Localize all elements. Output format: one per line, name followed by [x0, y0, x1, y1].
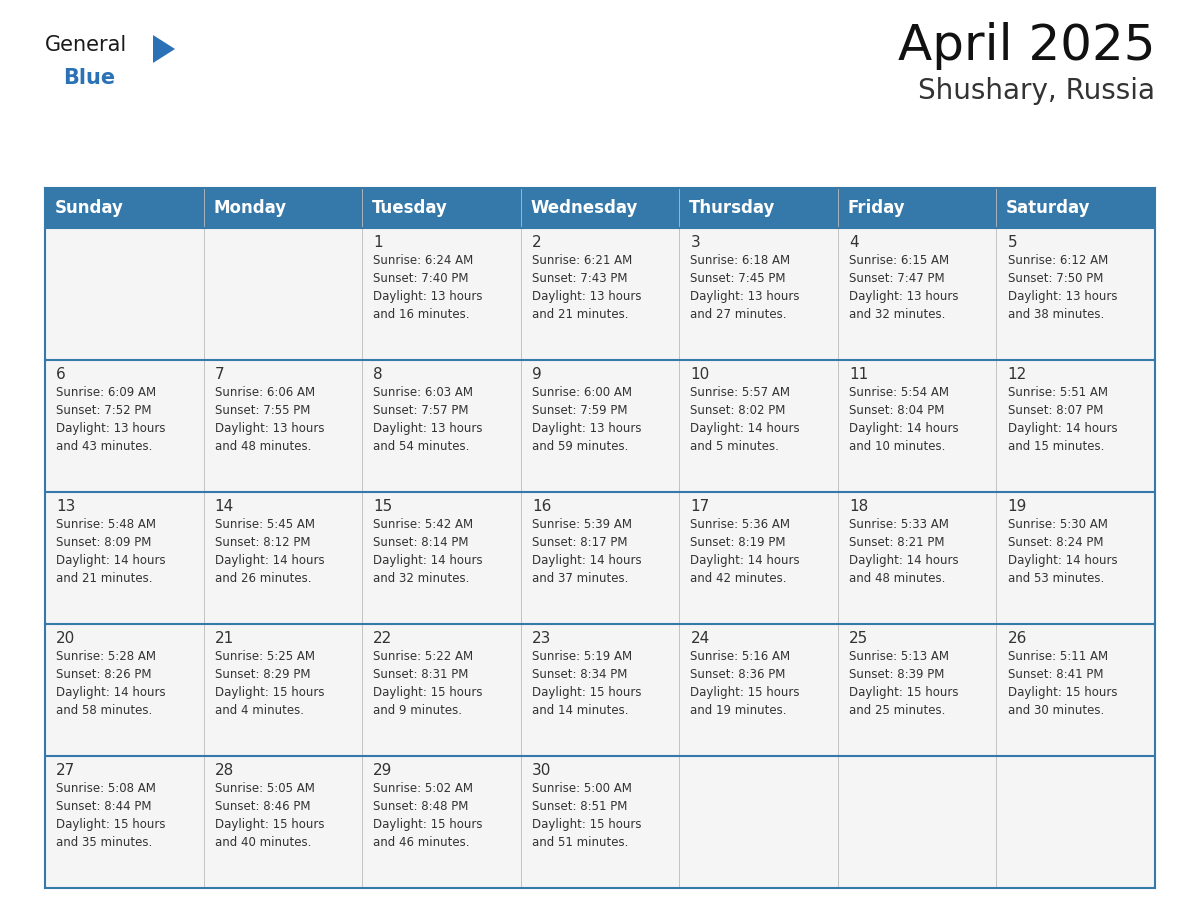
Text: Friday: Friday: [847, 199, 905, 217]
Text: 10: 10: [690, 367, 709, 382]
Text: Sunrise: 5:02 AM
Sunset: 8:48 PM
Daylight: 15 hours
and 46 minutes.: Sunrise: 5:02 AM Sunset: 8:48 PM Dayligh…: [373, 782, 482, 849]
Text: 25: 25: [849, 631, 868, 646]
Text: 16: 16: [532, 499, 551, 514]
Text: 4: 4: [849, 235, 859, 250]
Text: Sunrise: 5:08 AM
Sunset: 8:44 PM
Daylight: 15 hours
and 35 minutes.: Sunrise: 5:08 AM Sunset: 8:44 PM Dayligh…: [56, 782, 165, 849]
Text: 17: 17: [690, 499, 709, 514]
Text: Sunrise: 5:45 AM
Sunset: 8:12 PM
Daylight: 14 hours
and 26 minutes.: Sunrise: 5:45 AM Sunset: 8:12 PM Dayligh…: [215, 518, 324, 585]
Text: Sunrise: 5:16 AM
Sunset: 8:36 PM
Daylight: 15 hours
and 19 minutes.: Sunrise: 5:16 AM Sunset: 8:36 PM Dayligh…: [690, 650, 800, 717]
Text: 13: 13: [56, 499, 76, 514]
Bar: [45, 188, 1155, 228]
Text: Sunday: Sunday: [55, 199, 124, 217]
Text: Wednesday: Wednesday: [530, 199, 638, 217]
Bar: [45, 228, 1155, 360]
Text: Sunrise: 6:03 AM
Sunset: 7:57 PM
Daylight: 13 hours
and 54 minutes.: Sunrise: 6:03 AM Sunset: 7:57 PM Dayligh…: [373, 386, 482, 453]
Text: 29: 29: [373, 763, 392, 778]
Text: Sunrise: 6:21 AM
Sunset: 7:43 PM
Daylight: 13 hours
and 21 minutes.: Sunrise: 6:21 AM Sunset: 7:43 PM Dayligh…: [532, 254, 642, 321]
Text: 23: 23: [532, 631, 551, 646]
Text: Sunrise: 6:00 AM
Sunset: 7:59 PM
Daylight: 13 hours
and 59 minutes.: Sunrise: 6:00 AM Sunset: 7:59 PM Dayligh…: [532, 386, 642, 453]
Text: General: General: [45, 35, 127, 55]
Text: Sunrise: 6:18 AM
Sunset: 7:45 PM
Daylight: 13 hours
and 27 minutes.: Sunrise: 6:18 AM Sunset: 7:45 PM Dayligh…: [690, 254, 800, 321]
Text: Sunrise: 5:39 AM
Sunset: 8:17 PM
Daylight: 14 hours
and 37 minutes.: Sunrise: 5:39 AM Sunset: 8:17 PM Dayligh…: [532, 518, 642, 585]
Text: 22: 22: [373, 631, 392, 646]
Text: Sunrise: 6:24 AM
Sunset: 7:40 PM
Daylight: 13 hours
and 16 minutes.: Sunrise: 6:24 AM Sunset: 7:40 PM Dayligh…: [373, 254, 482, 321]
Text: Thursday: Thursday: [689, 199, 776, 217]
Text: 24: 24: [690, 631, 709, 646]
Text: Sunrise: 5:00 AM
Sunset: 8:51 PM
Daylight: 15 hours
and 51 minutes.: Sunrise: 5:00 AM Sunset: 8:51 PM Dayligh…: [532, 782, 642, 849]
Text: 3: 3: [690, 235, 700, 250]
Text: Shushary, Russia: Shushary, Russia: [918, 77, 1155, 105]
Text: 7: 7: [215, 367, 225, 382]
Text: 15: 15: [373, 499, 392, 514]
Text: Sunrise: 6:12 AM
Sunset: 7:50 PM
Daylight: 13 hours
and 38 minutes.: Sunrise: 6:12 AM Sunset: 7:50 PM Dayligh…: [1007, 254, 1117, 321]
Bar: [45, 624, 1155, 756]
Text: Sunrise: 5:30 AM
Sunset: 8:24 PM
Daylight: 14 hours
and 53 minutes.: Sunrise: 5:30 AM Sunset: 8:24 PM Dayligh…: [1007, 518, 1117, 585]
Text: Blue: Blue: [63, 68, 115, 88]
Text: 11: 11: [849, 367, 868, 382]
Bar: [45, 756, 1155, 888]
Text: Sunrise: 5:51 AM
Sunset: 8:07 PM
Daylight: 14 hours
and 15 minutes.: Sunrise: 5:51 AM Sunset: 8:07 PM Dayligh…: [1007, 386, 1117, 453]
Text: April 2025: April 2025: [897, 22, 1155, 70]
Text: 28: 28: [215, 763, 234, 778]
Text: Saturday: Saturday: [1006, 199, 1091, 217]
Text: 12: 12: [1007, 367, 1026, 382]
Text: 20: 20: [56, 631, 75, 646]
Text: 6: 6: [56, 367, 65, 382]
Text: 8: 8: [373, 367, 383, 382]
Text: Sunrise: 5:36 AM
Sunset: 8:19 PM
Daylight: 14 hours
and 42 minutes.: Sunrise: 5:36 AM Sunset: 8:19 PM Dayligh…: [690, 518, 800, 585]
Text: Sunrise: 5:57 AM
Sunset: 8:02 PM
Daylight: 14 hours
and 5 minutes.: Sunrise: 5:57 AM Sunset: 8:02 PM Dayligh…: [690, 386, 800, 453]
Text: Sunrise: 5:28 AM
Sunset: 8:26 PM
Daylight: 14 hours
and 58 minutes.: Sunrise: 5:28 AM Sunset: 8:26 PM Dayligh…: [56, 650, 165, 717]
Polygon shape: [153, 35, 175, 63]
Text: Sunrise: 5:54 AM
Sunset: 8:04 PM
Daylight: 14 hours
and 10 minutes.: Sunrise: 5:54 AM Sunset: 8:04 PM Dayligh…: [849, 386, 959, 453]
Text: Monday: Monday: [213, 199, 286, 217]
Text: Sunrise: 5:19 AM
Sunset: 8:34 PM
Daylight: 15 hours
and 14 minutes.: Sunrise: 5:19 AM Sunset: 8:34 PM Dayligh…: [532, 650, 642, 717]
Text: Sunrise: 5:13 AM
Sunset: 8:39 PM
Daylight: 15 hours
and 25 minutes.: Sunrise: 5:13 AM Sunset: 8:39 PM Dayligh…: [849, 650, 959, 717]
Text: 18: 18: [849, 499, 868, 514]
Text: Sunrise: 5:33 AM
Sunset: 8:21 PM
Daylight: 14 hours
and 48 minutes.: Sunrise: 5:33 AM Sunset: 8:21 PM Dayligh…: [849, 518, 959, 585]
Text: 19: 19: [1007, 499, 1026, 514]
Text: Sunrise: 5:22 AM
Sunset: 8:31 PM
Daylight: 15 hours
and 9 minutes.: Sunrise: 5:22 AM Sunset: 8:31 PM Dayligh…: [373, 650, 482, 717]
Text: 30: 30: [532, 763, 551, 778]
Bar: [45, 360, 1155, 492]
Text: Tuesday: Tuesday: [372, 199, 448, 217]
Text: Sunrise: 6:06 AM
Sunset: 7:55 PM
Daylight: 13 hours
and 48 minutes.: Sunrise: 6:06 AM Sunset: 7:55 PM Dayligh…: [215, 386, 324, 453]
Text: 5: 5: [1007, 235, 1017, 250]
Text: Sunrise: 5:48 AM
Sunset: 8:09 PM
Daylight: 14 hours
and 21 minutes.: Sunrise: 5:48 AM Sunset: 8:09 PM Dayligh…: [56, 518, 165, 585]
Text: Sunrise: 5:25 AM
Sunset: 8:29 PM
Daylight: 15 hours
and 4 minutes.: Sunrise: 5:25 AM Sunset: 8:29 PM Dayligh…: [215, 650, 324, 717]
Bar: [45, 492, 1155, 624]
Text: 21: 21: [215, 631, 234, 646]
Text: Sunrise: 6:09 AM
Sunset: 7:52 PM
Daylight: 13 hours
and 43 minutes.: Sunrise: 6:09 AM Sunset: 7:52 PM Dayligh…: [56, 386, 165, 453]
Text: Sunrise: 5:05 AM
Sunset: 8:46 PM
Daylight: 15 hours
and 40 minutes.: Sunrise: 5:05 AM Sunset: 8:46 PM Dayligh…: [215, 782, 324, 849]
Text: 1: 1: [373, 235, 383, 250]
Text: 26: 26: [1007, 631, 1026, 646]
Text: 2: 2: [532, 235, 542, 250]
Text: Sunrise: 5:11 AM
Sunset: 8:41 PM
Daylight: 15 hours
and 30 minutes.: Sunrise: 5:11 AM Sunset: 8:41 PM Dayligh…: [1007, 650, 1117, 717]
Text: Sunrise: 5:42 AM
Sunset: 8:14 PM
Daylight: 14 hours
and 32 minutes.: Sunrise: 5:42 AM Sunset: 8:14 PM Dayligh…: [373, 518, 482, 585]
Text: 27: 27: [56, 763, 75, 778]
Text: 14: 14: [215, 499, 234, 514]
Text: Sunrise: 6:15 AM
Sunset: 7:47 PM
Daylight: 13 hours
and 32 minutes.: Sunrise: 6:15 AM Sunset: 7:47 PM Dayligh…: [849, 254, 959, 321]
Text: 9: 9: [532, 367, 542, 382]
